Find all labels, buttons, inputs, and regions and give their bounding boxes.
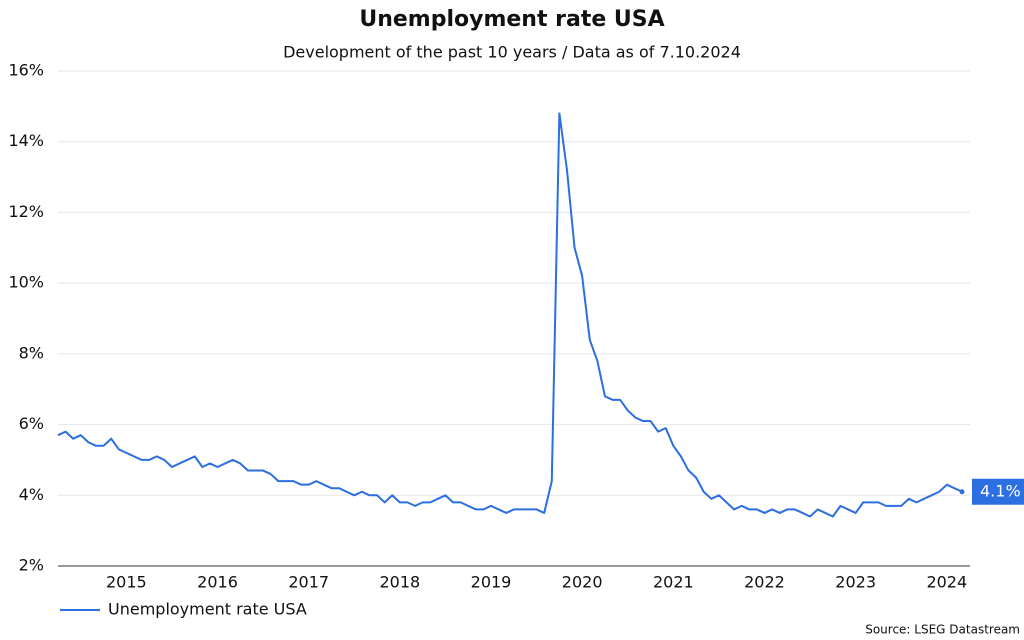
y-tick-label: 2% — [19, 556, 44, 575]
y-tick-label: 4% — [19, 485, 44, 504]
y-tick-label: 8% — [19, 343, 44, 362]
x-tick-label: 2017 — [288, 573, 329, 592]
x-tick-label: 2019 — [471, 573, 512, 592]
x-tick-label: 2015 — [106, 573, 147, 592]
x-tick-label: 2020 — [562, 573, 603, 592]
x-tick-label: 2021 — [653, 573, 694, 592]
end-point — [959, 489, 965, 495]
x-tick-label: 2018 — [379, 573, 420, 592]
x-tick-label: 2022 — [744, 573, 785, 592]
y-tick-label: 12% — [8, 202, 44, 221]
x-tick-label: 2023 — [835, 573, 876, 592]
y-tick-label: 10% — [8, 273, 44, 292]
x-tick-label: 2024 — [926, 573, 967, 592]
y-tick-label: 6% — [19, 414, 44, 433]
chart-title: Unemployment rate USA — [359, 7, 664, 32]
chart-subtitle: Development of the past 10 years / Data … — [283, 43, 741, 62]
value-label-box — [972, 478, 1024, 505]
value-label: 4.1% — [980, 481, 1021, 500]
legend-label: Unemployment rate USA — [108, 600, 307, 619]
x-tick-label: 2016 — [197, 573, 238, 592]
line — [57, 112, 963, 518]
source-note: Source: LSEG Datastream — [865, 623, 1020, 637]
y-tick-label: 14% — [8, 131, 44, 150]
y-tick-label: 16% — [8, 61, 44, 80]
